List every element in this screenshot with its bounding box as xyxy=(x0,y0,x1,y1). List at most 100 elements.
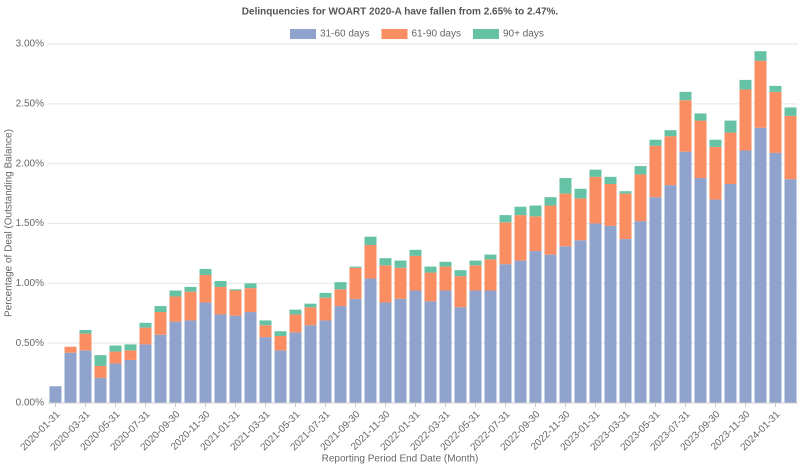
legend-swatch xyxy=(472,29,499,39)
bar-segment xyxy=(634,166,647,175)
bar-segment xyxy=(604,176,617,185)
bar-segment xyxy=(649,145,662,198)
bar-segment xyxy=(274,350,287,403)
bar-segment xyxy=(394,298,407,403)
bar-segment xyxy=(484,290,497,403)
bar-segment xyxy=(349,267,362,299)
bar-segment xyxy=(124,350,137,360)
bar-segment xyxy=(184,286,197,292)
bar-segment xyxy=(544,254,557,403)
bar-segment xyxy=(679,91,692,101)
y-tick-label: 0.00% xyxy=(16,398,44,409)
legend-label: 31-60 days xyxy=(320,29,369,40)
bar-segment xyxy=(184,320,197,403)
bar-segment xyxy=(364,236,377,246)
bar-segment xyxy=(724,120,737,133)
legend-label: 90+ days xyxy=(503,29,544,40)
bar-segment xyxy=(664,185,677,403)
bar-segment xyxy=(709,139,722,147)
bar-segment xyxy=(529,205,542,217)
y-tick-label: 2.00% xyxy=(16,158,44,169)
bar-segment xyxy=(709,146,722,200)
bar-segment xyxy=(424,301,437,403)
bar-segment xyxy=(409,249,422,256)
bar-segment xyxy=(79,330,92,334)
bar-segment xyxy=(574,198,587,241)
bar-segment xyxy=(529,216,542,252)
bar-segment xyxy=(379,302,392,403)
bar-segment xyxy=(199,302,212,403)
bar-segment xyxy=(289,332,302,403)
bar-segment xyxy=(334,306,347,403)
bar-segment xyxy=(109,345,122,352)
bar-segment xyxy=(109,363,122,403)
bar-segment xyxy=(559,193,572,247)
bar-segment xyxy=(94,355,107,366)
bar-segment xyxy=(589,169,602,177)
bar-segment xyxy=(244,312,257,403)
bar-segment xyxy=(229,315,242,403)
bar-segment xyxy=(274,331,287,336)
bar-segment xyxy=(274,335,287,351)
bar-segment xyxy=(379,265,392,303)
bar-segment xyxy=(409,255,422,291)
bar-segment xyxy=(484,254,497,260)
bar-segment xyxy=(634,221,647,403)
bar-segment xyxy=(514,260,527,403)
bar-segment xyxy=(544,197,557,206)
bar-segment xyxy=(559,246,572,403)
bar-segment xyxy=(589,176,602,224)
bar-segment xyxy=(769,85,782,92)
bar-segment xyxy=(469,265,482,291)
bar-segment xyxy=(424,272,437,302)
bar-segment xyxy=(484,259,497,291)
bar-segment xyxy=(49,386,62,403)
bar-segment xyxy=(724,132,737,185)
bar-segment xyxy=(709,199,722,403)
bar-segment xyxy=(244,283,257,289)
bar-segment xyxy=(544,205,557,255)
bar-segment xyxy=(349,298,362,403)
bar-segment xyxy=(154,312,167,335)
chart-title: Delinquencies for WOART 2020-A have fall… xyxy=(242,7,559,18)
bar-segment xyxy=(469,260,482,266)
bar-segment xyxy=(304,307,317,326)
y-tick-label: 3.00% xyxy=(16,39,44,50)
bar-segment xyxy=(739,89,752,151)
bar-segment xyxy=(199,268,212,275)
bar-segment xyxy=(769,91,782,153)
bar-segment xyxy=(514,206,527,216)
y-tick-label: 0.50% xyxy=(16,338,44,349)
bar-segment xyxy=(439,290,452,403)
bar-segment xyxy=(394,267,407,299)
bar-segment xyxy=(244,288,257,313)
bar-segment xyxy=(469,290,482,403)
y-tick-label: 2.50% xyxy=(16,98,44,109)
bar-segment xyxy=(739,79,752,90)
bar-segment xyxy=(529,251,542,403)
bar-segment xyxy=(379,258,392,266)
bar-segment xyxy=(169,296,182,322)
bar-segment xyxy=(604,225,617,403)
bar-segment xyxy=(454,270,467,277)
bar-segment xyxy=(574,188,587,199)
bar-segment xyxy=(334,282,347,290)
bar-segment xyxy=(109,351,122,364)
bar-segment xyxy=(409,290,422,403)
bar-segment xyxy=(229,290,242,316)
bar-segment xyxy=(184,291,197,321)
bar-segment xyxy=(619,193,632,240)
bar-segment xyxy=(259,325,272,338)
bar-segment xyxy=(499,222,512,265)
bar-segment xyxy=(769,152,782,403)
bar-segment xyxy=(514,215,527,261)
bar-segment xyxy=(754,60,767,128)
bar-segment xyxy=(664,136,677,186)
bar-segment xyxy=(79,333,92,351)
x-axis-title: Reporting Period End Date (Month) xyxy=(322,454,479,465)
bar-segment xyxy=(499,264,512,403)
bar-segment xyxy=(364,278,377,403)
bar-segment xyxy=(754,51,767,61)
bar-segment xyxy=(319,292,332,298)
y-tick-label: 1.50% xyxy=(16,218,44,229)
